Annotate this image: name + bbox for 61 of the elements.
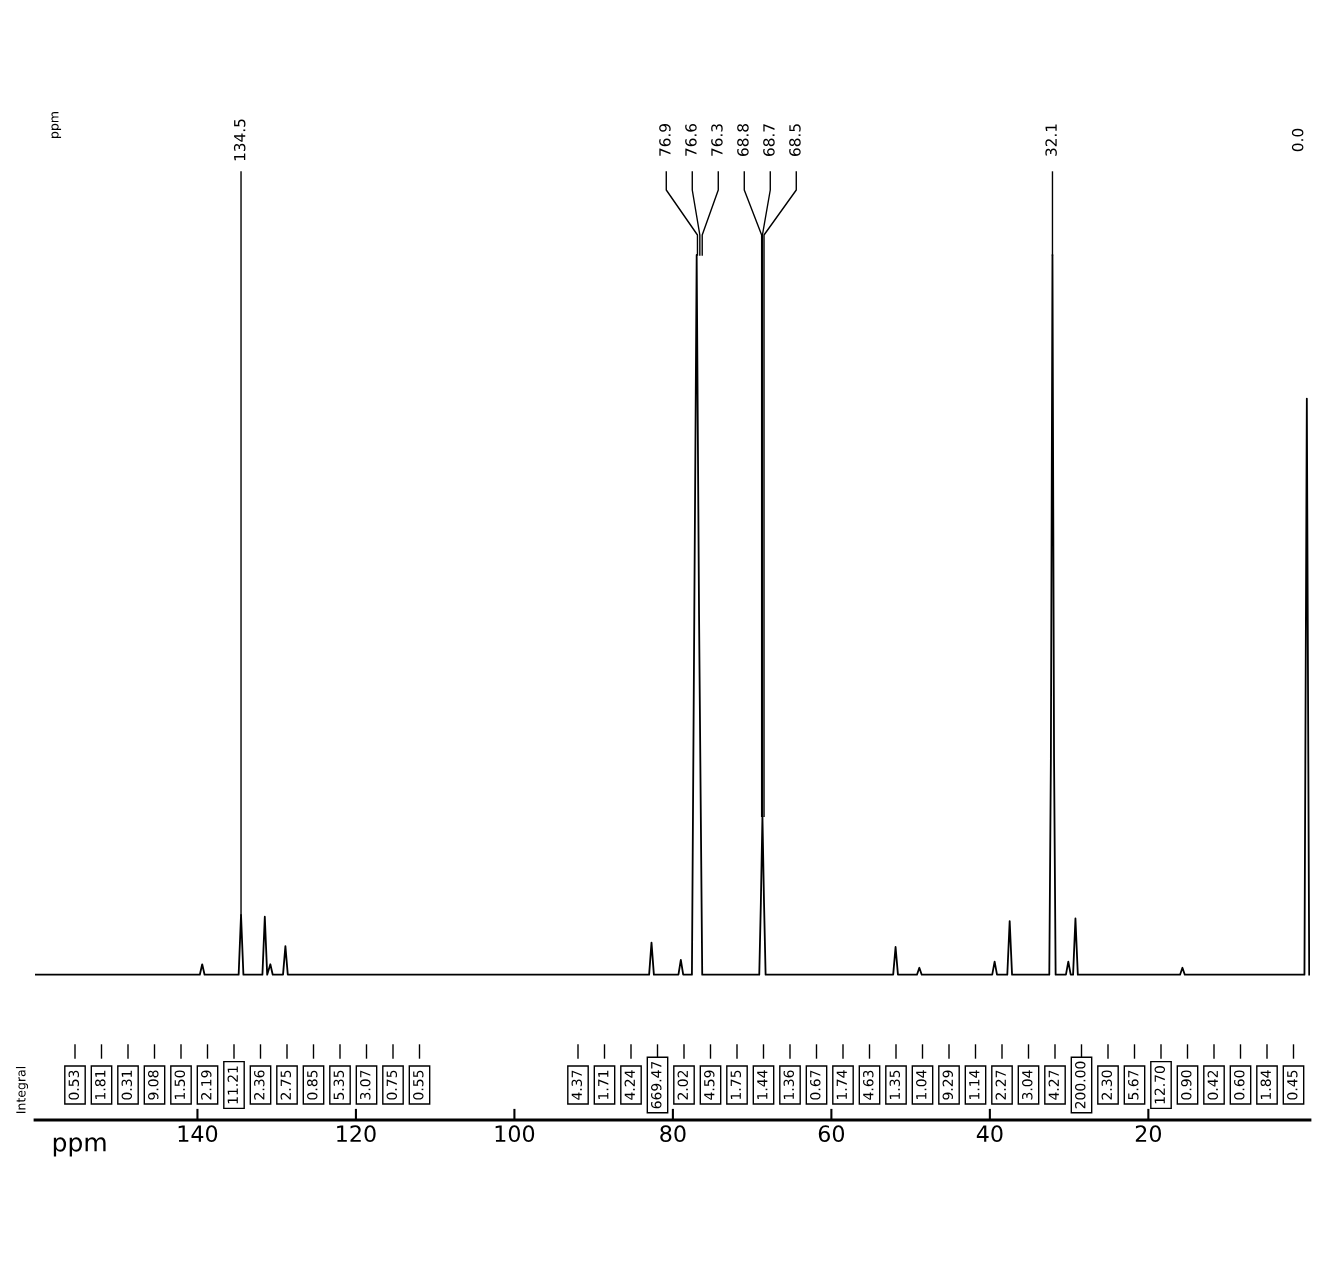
annotation: 9.29 (942, 1070, 954, 1100)
x-tick-label: 100 (495, 1125, 535, 1143)
annotation: 0.90 (1181, 1070, 1192, 1100)
annotation: 1.84 (1260, 1070, 1272, 1099)
annotation: 2.02 (677, 1070, 689, 1100)
annotation: 76.9 (659, 124, 671, 156)
annotation: 76.6 (685, 123, 697, 156)
annotation: 9.08 (148, 1070, 159, 1100)
x-tick-label: 140 (178, 1125, 218, 1143)
annotation: 68.8 (737, 124, 749, 156)
annotation: 1.44 (757, 1070, 768, 1099)
annotation: 3.04 (1022, 1070, 1033, 1100)
annotation: 0.67 (810, 1070, 821, 1100)
annotation: 5.67 (1128, 1070, 1139, 1100)
x-tick-label: 120 (337, 1125, 376, 1143)
x-tick-label: 40 (976, 1125, 1003, 1143)
annotation: 0.60 (1234, 1070, 1245, 1100)
text: Integral (15, 1066, 29, 1113)
annotation: 68.5 (789, 124, 801, 156)
annotation: 2.75 (280, 1070, 292, 1100)
annotation: 0.55 (413, 1070, 424, 1100)
annotation: 0.53 (68, 1070, 80, 1100)
annotation: 200.00 (1075, 1061, 1086, 1109)
annotation: 669.47 (651, 1061, 662, 1109)
annotation: 1.81 (95, 1070, 106, 1099)
annotation: 2.36 (254, 1070, 265, 1100)
annotation: 0.42 (1207, 1070, 1219, 1100)
annotation: 1.50 (174, 1070, 186, 1099)
x-tick-label: 80 (660, 1125, 686, 1143)
annotation: 1.04 (916, 1070, 927, 1099)
annotation: 0.85 (307, 1070, 318, 1100)
annotation: 0.31 (121, 1070, 133, 1100)
annotation: 1.75 (730, 1070, 742, 1099)
annotation: 76.3 (711, 124, 723, 156)
annotation: 4.37 (571, 1070, 583, 1100)
annotation: 32.1 (1045, 124, 1057, 156)
annotation: 134.5 (233, 119, 246, 161)
annotation: 68.7 (763, 124, 775, 156)
annotation: 1.71 (598, 1070, 609, 1099)
annotation: 0.75 (386, 1070, 398, 1100)
annotation: 3.07 (360, 1070, 371, 1100)
x-axis-title: ppm (53, 1137, 106, 1157)
x-tick-label: 60 (818, 1125, 845, 1143)
annotation: 2.19 (201, 1070, 212, 1100)
text: ppm (51, 112, 62, 138)
annotation: 2.30 (1101, 1070, 1113, 1100)
annotation: 2.27 (995, 1070, 1006, 1100)
annotation: 1.74 (836, 1070, 847, 1099)
annotation: 11.21 (227, 1066, 238, 1104)
annotation: 4.24 (624, 1070, 635, 1100)
x-tick-label: 20 (1135, 1125, 1162, 1143)
annotation: 4.27 (1048, 1070, 1059, 1100)
annotation: 5.35 (333, 1070, 345, 1100)
annotation: 4.59 (704, 1070, 715, 1100)
annotation: 0.45 (1287, 1070, 1298, 1100)
annotation: 1.14 (969, 1070, 980, 1099)
annotation: 12.70 (1154, 1066, 1166, 1104)
annotation: 4.63 (863, 1070, 874, 1100)
annotation: 1.36 (783, 1070, 795, 1099)
text: 0.0 (1291, 128, 1304, 152)
annotation: 1.35 (889, 1070, 901, 1099)
